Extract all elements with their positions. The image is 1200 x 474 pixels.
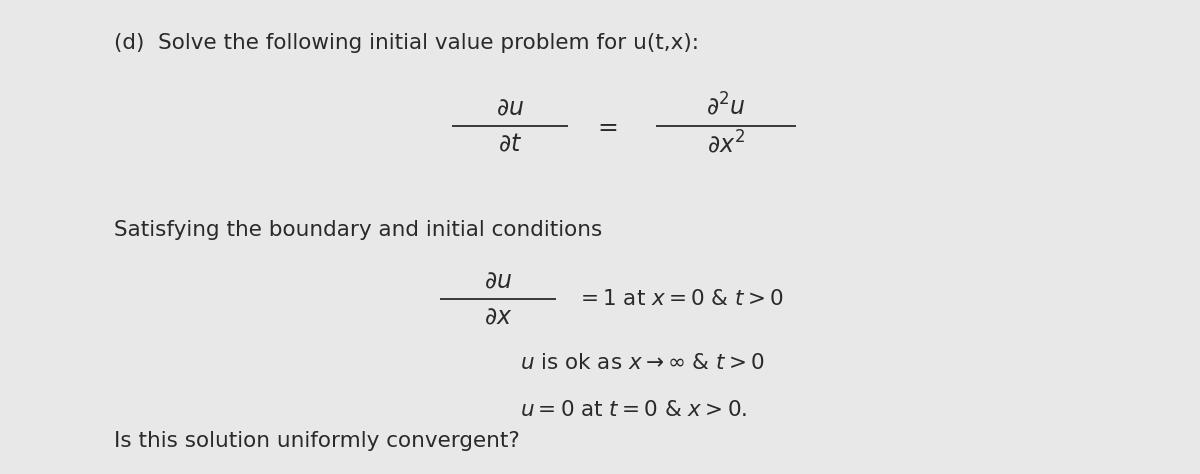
Text: Satisfying the boundary and initial conditions: Satisfying the boundary and initial cond… — [114, 220, 602, 240]
Text: $\partial t$: $\partial t$ — [498, 131, 522, 155]
Text: $= 1$ at $x = 0$ & $t > 0$: $= 1$ at $x = 0$ & $t > 0$ — [576, 289, 784, 309]
Text: $u = 0$ at $t = 0$ & $x > 0.$: $u = 0$ at $t = 0$ & $x > 0.$ — [520, 400, 746, 420]
Text: $\partial x^2$: $\partial x^2$ — [707, 131, 745, 158]
Text: $\partial^2 u$: $\partial^2 u$ — [707, 93, 745, 120]
Text: Is this solution uniformly convergent?: Is this solution uniformly convergent? — [114, 431, 520, 451]
Text: $\partial x$: $\partial x$ — [484, 304, 512, 328]
Text: (d)  Solve the following initial value problem for u(t,x):: (d) Solve the following initial value pr… — [114, 33, 698, 53]
Text: $\partial u$: $\partial u$ — [496, 96, 524, 120]
Text: $=$: $=$ — [594, 114, 618, 137]
Text: $\partial u$: $\partial u$ — [484, 269, 512, 293]
Text: $u$ is ok as $x \rightarrow \infty$ & $t > 0$: $u$ is ok as $x \rightarrow \infty$ & $t… — [520, 353, 764, 373]
